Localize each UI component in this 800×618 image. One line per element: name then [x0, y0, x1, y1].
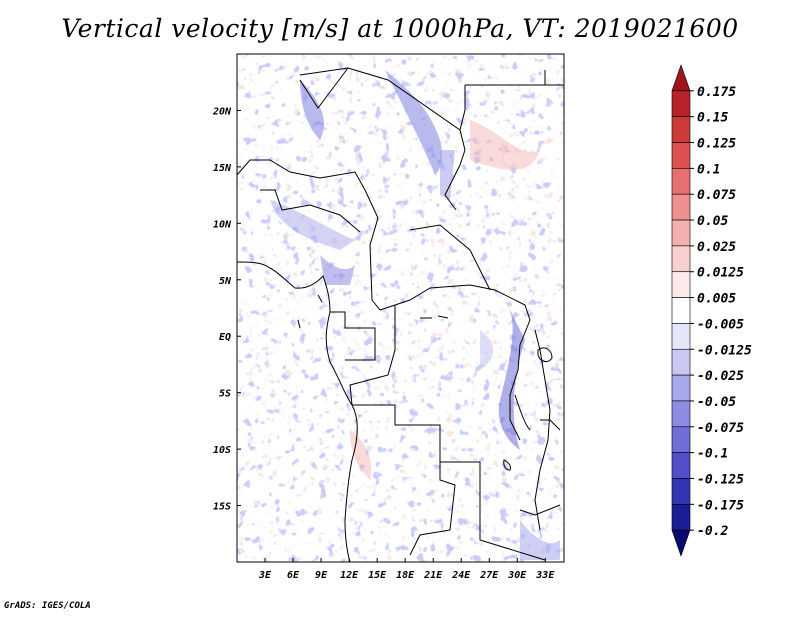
- colorbar-swatch: [671, 529, 691, 557]
- footer-credit: GrADS: IGES/COLA: [4, 601, 91, 611]
- colorbar-swatch: [671, 426, 691, 453]
- colorbar-label: 0.075: [697, 188, 736, 203]
- longitude-axis: 3E 6E 9E 12E 15E 18E 21E 24E 27E 30E 33E: [258, 558, 555, 581]
- colorbar-label: 0.025: [697, 240, 736, 255]
- lon-tick-label: 33E: [535, 570, 555, 581]
- lon-tick-label: 24E: [451, 570, 471, 581]
- colorbar-label: -0.005: [697, 317, 744, 332]
- colorbar-swatch: [671, 168, 691, 195]
- latitude-axis: 20N 15N 10N 5N EQ 5S 10S 15S: [212, 106, 241, 513]
- lon-tick-label: 3E: [258, 570, 272, 581]
- colorbar-label: 0.005: [697, 292, 736, 307]
- colorbar-label: 0.125: [697, 137, 736, 152]
- plot-frame: [236, 53, 565, 563]
- lat-tick-label: 20N: [212, 106, 232, 117]
- colorbar-label: 0.0125: [697, 266, 744, 281]
- lon-tick-label: 21E: [423, 570, 443, 581]
- lat-tick-label: EQ: [219, 332, 231, 343]
- colorbar-swatch: [671, 116, 691, 143]
- colorbar-swatch: [671, 219, 691, 247]
- colorbar-swatch: [671, 193, 691, 221]
- colorbar-label: 0.175: [697, 85, 736, 100]
- colorbar-swatch: [671, 478, 691, 505]
- lat-tick-label: 15N: [213, 163, 232, 174]
- lon-tick-label: 27E: [479, 570, 499, 581]
- lon-tick-label: 12E: [340, 570, 359, 581]
- lat-tick-label: 5S: [219, 389, 231, 400]
- lat-tick-label: 10S: [213, 445, 231, 456]
- chart-title: Vertical velocity [m/s] at 1000hPa, VT: …: [61, 14, 739, 43]
- colorbar-swatch: [671, 297, 691, 324]
- colorbar-label: -0.2: [697, 524, 728, 539]
- colorbar-label: 0.15: [697, 111, 728, 126]
- colorbar-swatch: [671, 271, 691, 298]
- colorbar-swatch: [671, 90, 691, 117]
- colorbar-swatch: [671, 504, 691, 531]
- lat-tick-label: 10N: [213, 219, 232, 230]
- colorbar-label: -0.075: [697, 421, 744, 436]
- colorbar-label: -0.175: [697, 498, 744, 513]
- colorbar-swatch: [671, 323, 691, 350]
- colorbar-label: 0.1: [697, 162, 720, 177]
- velocity-bands: [270, 70, 560, 560]
- colorbar-swatch: [671, 64, 691, 92]
- lon-tick-label: 15E: [368, 570, 387, 581]
- colorbar-label: -0.05: [697, 395, 736, 410]
- colorbar-swatch: [671, 452, 691, 479]
- colorbar-label: -0.025: [697, 369, 744, 384]
- plot-area: [236, 53, 565, 563]
- lon-tick-label: 30E: [507, 570, 527, 581]
- colorbar-swatch: [671, 400, 691, 428]
- colorbar-label: 0.05: [697, 214, 728, 229]
- colorbar-swatch: [671, 374, 691, 402]
- coastlines-and-borders: [237, 67, 564, 562]
- lat-tick-label: 5N: [219, 276, 232, 287]
- colorbar-swatch: [671, 348, 691, 376]
- colorbar-label: -0.1: [697, 447, 728, 462]
- colorbar-label: -0.125: [697, 472, 744, 487]
- colorbar-label: -0.0125: [697, 343, 752, 358]
- lon-tick-label: 18E: [396, 570, 415, 581]
- colorbar-swatch: [671, 142, 691, 169]
- lat-tick-label: 15S: [213, 502, 231, 513]
- lon-tick-label: 6E: [287, 570, 300, 581]
- velocity-field: [237, 54, 564, 562]
- colorbar: 0.175 0.15 0.125 0.1 0.075 0.05 0.025 0.0125 0.0…: [671, 64, 752, 557]
- colorbar-swatch: [671, 245, 691, 273]
- lon-tick-label: 9E: [315, 570, 328, 581]
